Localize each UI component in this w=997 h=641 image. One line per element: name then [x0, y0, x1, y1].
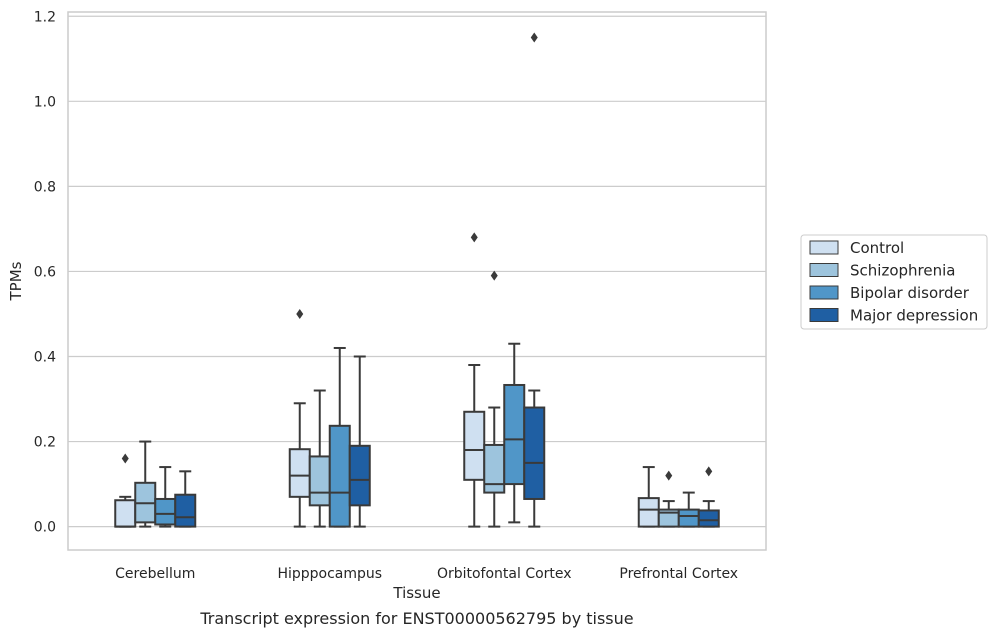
box-group: [288, 308, 311, 528]
y-tick-label: 0.8: [34, 179, 56, 195]
box-group: [523, 32, 546, 528]
x-tick-label: Hipppocampus: [277, 566, 382, 582]
box: [523, 406, 546, 500]
box-group: [503, 342, 526, 524]
outlier-point: [121, 453, 129, 464]
y-tick-label: 0.6: [34, 264, 56, 280]
legend-label: Bipolar disorder: [850, 284, 970, 302]
box-group: [637, 466, 660, 528]
box: [697, 509, 720, 528]
x-axis-label: Tissue: [392, 584, 440, 602]
legend-swatch: [809, 240, 839, 255]
outlier-point: [470, 232, 478, 243]
box-group: [134, 440, 157, 528]
y-tick-labels: 0.0 0.2 0.4 0.6 0.8 1.0 1.2: [34, 9, 56, 535]
legend-frame: [800, 234, 988, 330]
chart-caption: Transcript expression for ENST0000056279…: [199, 609, 633, 628]
x-tick-label: Cerebellum: [115, 566, 195, 582]
box-group: [328, 346, 351, 528]
box: [463, 410, 486, 481]
grid-lines: [68, 15, 766, 528]
box: [174, 493, 197, 528]
outlier-point: [490, 270, 498, 281]
box-group: [348, 355, 371, 528]
legend-label: Major depression: [850, 307, 978, 325]
box: [677, 508, 700, 528]
legend-swatch: [809, 308, 839, 322]
y-tick-label: 0.2: [34, 435, 56, 451]
x-tick-labels: Cerebellum Hipppocampus Orbitofontal Corte…: [115, 566, 738, 582]
box: [288, 448, 311, 498]
box-group: [114, 453, 137, 528]
y-tick-label: 1.0: [34, 94, 56, 110]
box-group: [308, 389, 331, 528]
box-group: [677, 491, 700, 528]
x-tick-label: Orbitofontal Cortex: [437, 566, 572, 582]
y-tick-label: 1.2: [34, 9, 56, 25]
box-group: [697, 466, 720, 528]
box: [348, 444, 371, 507]
box-group: [154, 466, 177, 528]
y-tick-label: 0.0: [34, 520, 56, 536]
outlier-point: [665, 470, 673, 481]
outlier-point: [705, 466, 713, 477]
box: [483, 443, 506, 494]
box: [328, 424, 351, 528]
box: [308, 455, 331, 507]
x-tick-label: Prefrontal Cortex: [619, 566, 738, 582]
box: [154, 497, 177, 526]
box-group: [174, 470, 197, 528]
box: [503, 383, 526, 486]
legend: Control Schizophrenia Bipolar disorder Majo…: [800, 234, 988, 330]
box-group: [657, 470, 680, 528]
legend-label: Control: [850, 239, 904, 257]
box-group: [463, 232, 486, 528]
box-layer: [114, 32, 720, 528]
y-axis-label: TPMs: [7, 261, 25, 301]
box: [114, 499, 137, 528]
box: [637, 497, 660, 528]
legend-swatch: [809, 285, 839, 300]
outlier-point: [296, 308, 304, 319]
y-tick-label: 0.4: [34, 349, 56, 365]
legend-swatch: [809, 263, 839, 277]
outlier-point: [530, 32, 538, 43]
plot-frame: [67, 11, 767, 551]
box-group: [483, 270, 506, 528]
legend-label: Schizophrenia: [850, 262, 955, 280]
